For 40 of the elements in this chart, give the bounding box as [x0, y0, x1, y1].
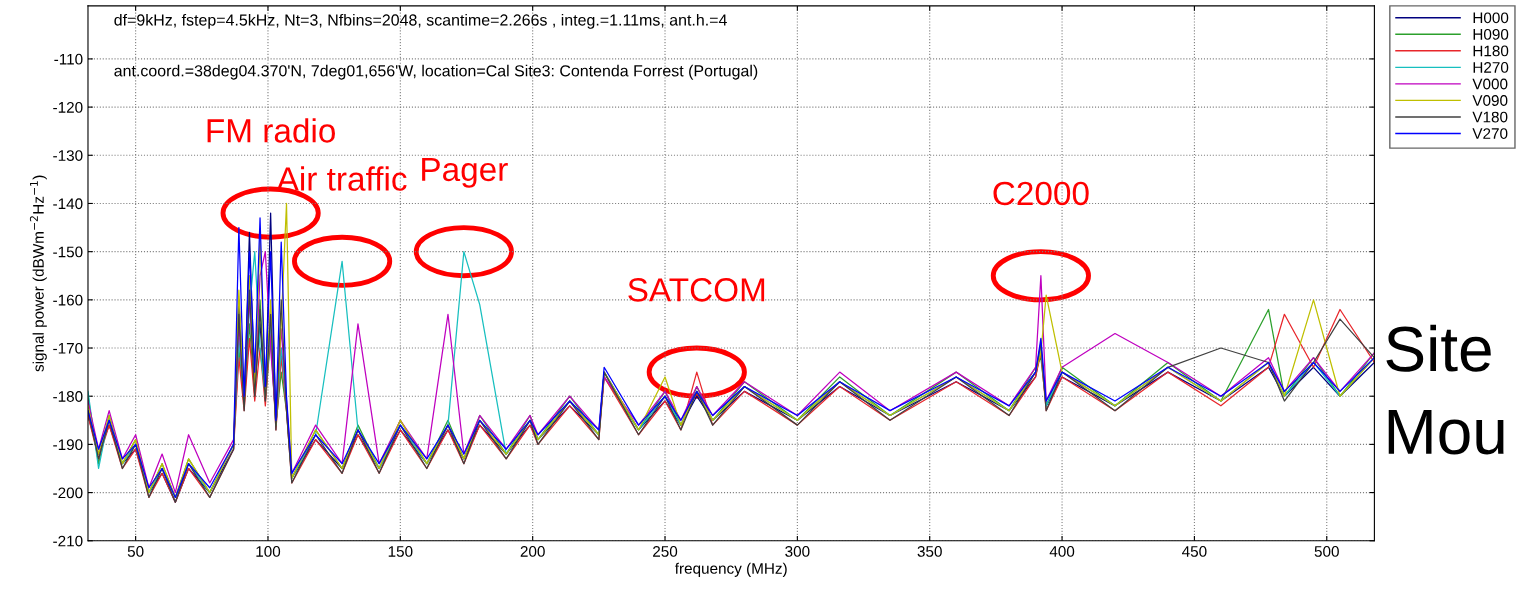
y-tick-label: -160	[53, 294, 83, 306]
x-tick-label: 200	[520, 546, 545, 557]
legend-label: H000	[1473, 12, 1509, 24]
text: Site	[1386, 324, 1491, 372]
legend-label: V270	[1472, 128, 1508, 139]
y-tick-label: -210	[53, 535, 83, 547]
y-tick-label: -180	[53, 391, 83, 402]
annotation: FM radio	[207, 118, 335, 143]
y-tick-label: -110	[54, 53, 83, 65]
y-tick-label: -140	[53, 198, 83, 210]
x-axis-title: frequency (MHz)	[674, 562, 787, 577]
legend-label: H180	[1473, 45, 1509, 57]
legend-label: V000	[1472, 78, 1508, 90]
annotation: df=9kHz, fstep=4.5kHz, Nt=3, Nfbins=2048, scantime=2.266s , integ.=1.11ms, ant.h.=4	[114, 13, 727, 29]
annotation: Air traffic	[276, 166, 407, 191]
y-tick-label: -200	[53, 487, 83, 499]
annotation: Pager	[422, 157, 508, 188]
y-tick-label: -170	[53, 342, 83, 354]
y-tick-label: -150	[53, 246, 83, 258]
annotation: C2000	[993, 181, 1089, 206]
x-tick-label: 50	[127, 546, 144, 557]
x-tick-label: 300	[785, 546, 810, 557]
y-tick-label: -130	[53, 150, 83, 161]
x-tick-label: 500	[1314, 546, 1339, 557]
x-tick-label: 450	[1182, 546, 1207, 557]
y-axis-title: signal power (dBWm$^{−2}$Hz$^{−1}$)	[29, 175, 47, 372]
legend-label: V180	[1472, 111, 1508, 123]
x-tick-label: 250	[653, 546, 678, 557]
x-tick-label: 400	[1049, 546, 1075, 557]
annotation: SATCOM	[628, 278, 765, 302]
y-tick-label: -190	[53, 439, 83, 451]
legend-label: H270	[1473, 62, 1509, 73]
legend-label: V090	[1472, 95, 1508, 106]
y-tick-label: -120	[53, 101, 83, 113]
text: Mou	[1388, 409, 1504, 455]
x-tick-label: 150	[388, 546, 413, 557]
legend-label: H090	[1473, 28, 1509, 40]
x-tick-label: 350	[917, 546, 942, 557]
annotation: ant.coord.=38deg04.370'N, 7deg01,656'W, location=Cal Site3: Contenda Forrest (Portugal)	[114, 64, 758, 80]
x-tick-label: 100	[256, 546, 281, 557]
